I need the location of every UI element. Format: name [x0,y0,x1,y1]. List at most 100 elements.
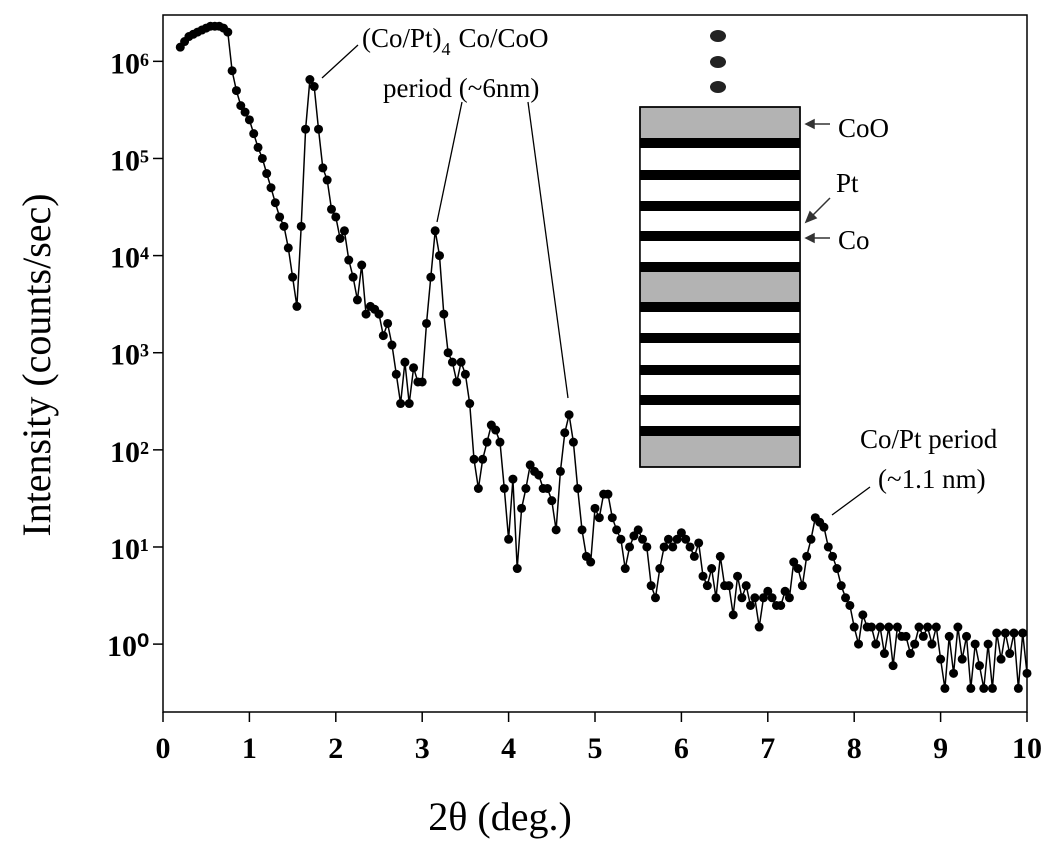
data-point [396,399,406,409]
data-point [227,66,237,76]
data-point [491,425,501,435]
data-point [979,683,989,693]
data-point [504,534,514,544]
y-tick-label: 10³ [110,339,149,372]
inset-label: Pt [836,168,859,198]
data-point [326,204,336,214]
data-point [279,221,289,231]
data-point [879,649,889,659]
annotation: (Co/Pt)4 Co/CoO [362,23,549,59]
data-point [806,534,816,544]
data-point [309,82,319,92]
x-tick-label: 4 [501,732,516,765]
annotation: (~1.1 nm) [878,464,986,494]
data-point [646,581,656,591]
data-point [417,377,427,387]
x-tick-label: 1 [242,732,257,765]
data-point [1000,628,1010,638]
data-point [685,542,695,552]
x-tick-label: 5 [588,732,603,765]
data-point [348,272,358,282]
data-point [508,474,518,484]
data-point [987,683,997,693]
data-point [555,466,565,476]
data-point [1018,628,1028,638]
data-point [931,622,941,632]
data-point [478,454,488,464]
data-point [758,593,768,603]
data-point [728,610,738,620]
data-point [318,163,328,173]
data-point [642,542,652,552]
y-tick-label: 10¹ [110,533,149,566]
data-point [650,593,660,603]
data-point [866,622,876,632]
data-point [378,331,388,341]
data-point [892,622,902,632]
data-point [711,593,721,603]
data-point [784,593,794,603]
data-point [763,586,773,596]
data-point [590,503,600,513]
data-point [659,542,669,552]
annotation: period (~6nm) [383,73,539,103]
data-point [352,295,362,305]
data-point [499,484,509,494]
data-point [845,600,855,610]
y-tick-label: 10⁵ [110,144,149,177]
data-point [547,496,557,506]
data-point [715,551,725,561]
data-point [460,369,470,379]
data-point [422,318,432,328]
data-point [983,639,993,649]
data-point [936,654,946,664]
data-point [841,593,851,603]
data-point [750,593,760,603]
data-point [331,212,341,222]
data-point [521,484,531,494]
inset-label: Co [838,225,870,255]
data-point [270,198,280,208]
data-point [962,631,972,641]
data-point [940,683,950,693]
data-point [357,260,367,270]
data-point [702,581,712,591]
y-tick-label: 10⁰ [107,630,149,663]
data-point [746,600,756,610]
data-point [383,318,393,328]
data-point [944,631,954,641]
data-point [409,363,419,373]
data-point [434,251,444,261]
inset-diagram: CoO Pt Co [639,30,889,468]
y-tick-label: 10⁴ [110,242,149,275]
data-point [577,525,587,535]
data-point [875,622,885,632]
data-point [517,503,527,513]
data-point [586,557,596,567]
data-point [473,484,483,494]
data-point [871,639,881,649]
data-point [240,107,250,117]
data-point [292,301,302,311]
data-point [430,226,440,236]
data-point [607,513,617,523]
data-point [404,399,414,409]
data-point [551,525,561,535]
data-point [832,564,842,574]
data-point [741,581,751,591]
data-point [305,75,315,85]
data-point [322,175,332,185]
data-point [672,534,682,544]
data-point [849,622,859,632]
data-point [391,369,401,379]
data-point [676,528,686,538]
data-point [296,221,306,231]
data-point [452,377,462,387]
data-point [707,564,717,574]
data-point [694,538,704,548]
data-point [698,571,708,581]
data-point [249,129,259,139]
data-point [1009,628,1019,638]
data-point [828,551,838,561]
